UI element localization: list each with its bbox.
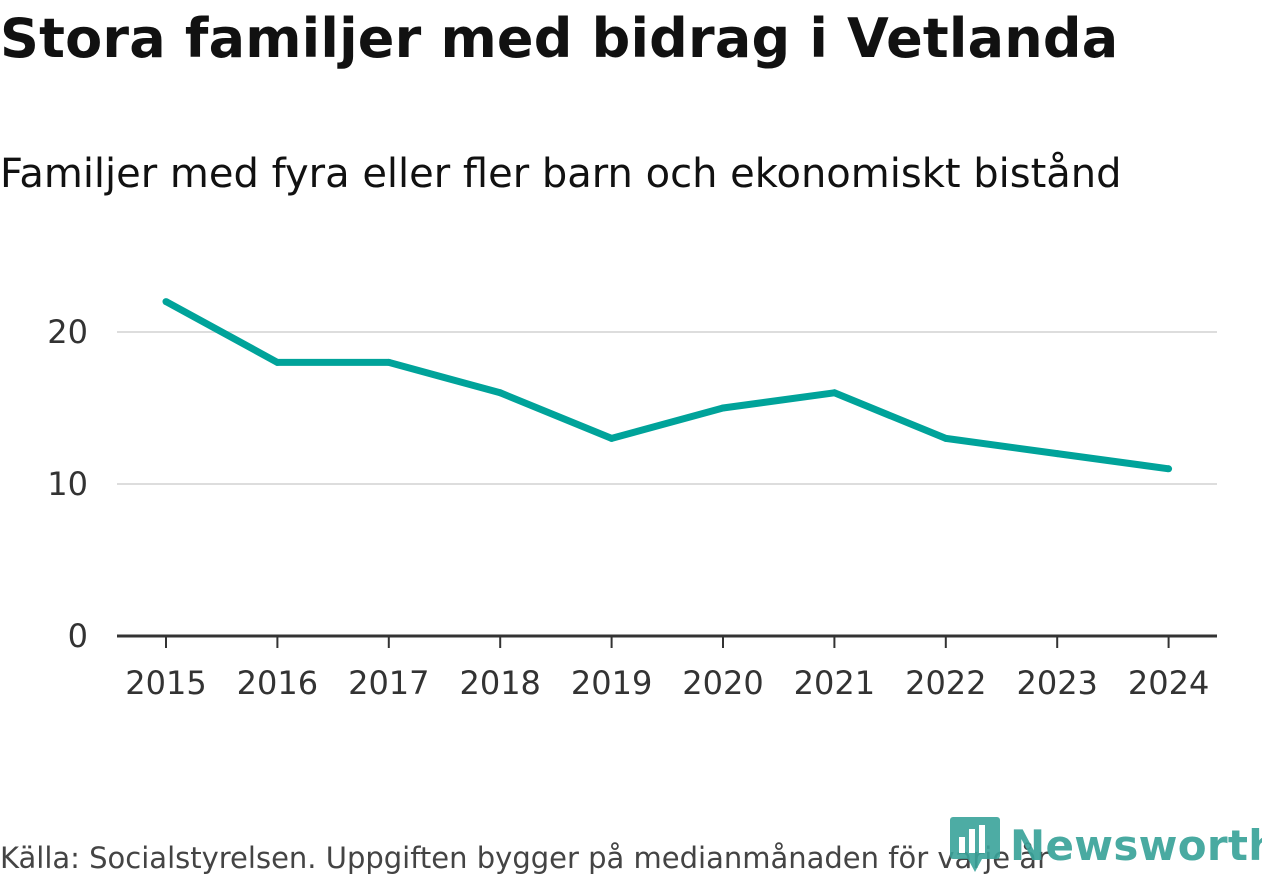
x-tick-label-2024: 2024 <box>1128 664 1209 702</box>
x-tick-label-2023: 2023 <box>1016 664 1097 702</box>
source-note: Källa: Socialstyrelsen. Uppgiften bygger… <box>0 841 1049 875</box>
data-point-2016 <box>273 358 281 366</box>
y-tick-label-10: 10 <box>47 465 88 503</box>
x-tick-label-2022: 2022 <box>905 664 986 702</box>
data-point-2020 <box>719 404 727 412</box>
x-tick-label-2020: 2020 <box>682 664 763 702</box>
x-tick-label-2021: 2021 <box>794 664 875 702</box>
data-point-2015 <box>162 298 170 306</box>
series-layer <box>162 298 1173 473</box>
data-point-2019 <box>608 434 616 442</box>
data-point-2018 <box>496 389 504 397</box>
newsworthy-logo-text: Newsworthy <box>1010 820 1262 870</box>
data-point-2024 <box>1165 465 1173 473</box>
x-axis: 2015 2016 2017 2018 2019 2020 2021 2022 2023 2024 <box>117 634 1217 702</box>
newsworthy-logo-icon <box>950 817 1000 872</box>
newsworthy-logo: Newsworthy <box>950 815 1262 875</box>
x-tick-label-2019: 2019 <box>571 664 652 702</box>
gridlines <box>117 331 1217 485</box>
y-tick-label-20: 20 <box>47 313 88 351</box>
y-tick-label-0: 0 <box>68 617 88 655</box>
data-point-2021 <box>830 389 838 397</box>
x-tick-label-2018: 2018 <box>459 664 540 702</box>
data-point-2022 <box>942 434 950 442</box>
series-line-0 <box>164 298 1170 473</box>
x-tick-label-2017: 2017 <box>348 664 429 702</box>
chart-title: Stora familjer med bidrag i Vetlanda <box>0 7 1119 70</box>
chart-subtitle: Familjer med fyra eller fler barn och ek… <box>0 151 1122 197</box>
y-axis-tick-labels: 0 10 20 <box>47 313 88 655</box>
x-tick-label-2015: 2015 <box>125 664 206 702</box>
data-point-2017 <box>385 358 393 366</box>
data-point-2023 <box>1053 450 1061 458</box>
x-tick-label-2016: 2016 <box>237 664 318 702</box>
